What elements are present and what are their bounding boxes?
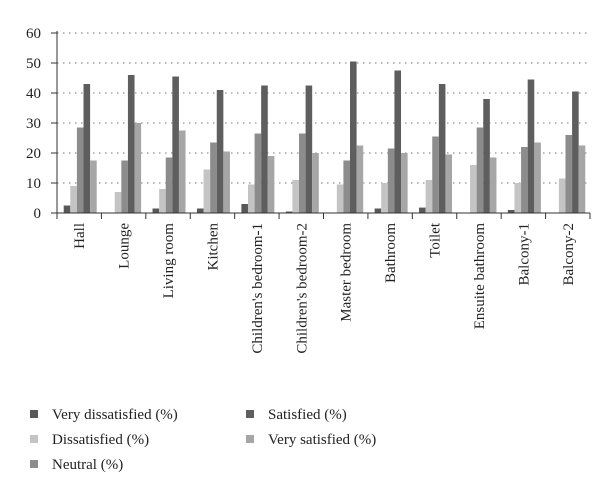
- bar: [572, 91, 579, 213]
- bar: [343, 160, 351, 213]
- category-label: Toilet: [428, 222, 444, 258]
- category-labels: Hall Lounge Living room Kitchen Children's b…: [72, 222, 577, 353]
- bar: [534, 142, 541, 213]
- bar: [247, 184, 255, 213]
- bar: [374, 208, 382, 213]
- legend-swatch: [246, 435, 254, 443]
- bar: [470, 165, 477, 213]
- bar: [476, 127, 484, 213]
- bar: [521, 147, 528, 213]
- bar: [159, 189, 166, 213]
- bar: [90, 160, 97, 213]
- bar: [292, 180, 299, 213]
- bar: [445, 154, 453, 213]
- bar: [127, 75, 135, 213]
- legend: Very dissatisfied (%) Dissatisfied (%) Neu…: [30, 407, 376, 473]
- bar: [241, 204, 248, 213]
- category-label: Lounge: [117, 223, 133, 269]
- bar: [387, 148, 395, 213]
- category-label: Master bedroom: [339, 223, 355, 322]
- bar: [578, 145, 586, 213]
- bar: [172, 76, 179, 213]
- bar: [336, 184, 344, 213]
- category-label: Balcony-1: [516, 223, 532, 285]
- bar: [121, 160, 128, 213]
- category-label: Hall: [72, 223, 88, 249]
- y-tick-label: 50: [26, 56, 41, 72]
- bar: [558, 178, 566, 213]
- legend-label: Neutral (%): [52, 457, 123, 473]
- bar: [489, 157, 497, 213]
- legend-label: Dissatisfied (%): [52, 432, 149, 448]
- category-label: Children's bedroom-2: [294, 223, 310, 354]
- legend-label: Very dissatisfied (%): [52, 407, 178, 423]
- legend-swatch: [30, 460, 38, 468]
- bar: [261, 85, 268, 213]
- category-label: Bathroom: [383, 223, 399, 283]
- axes: [51, 31, 591, 219]
- bars: [63, 61, 586, 213]
- bar: [114, 192, 122, 213]
- bar: [254, 133, 262, 213]
- bar: [381, 183, 388, 213]
- bar: [507, 210, 515, 213]
- bar: [152, 208, 160, 213]
- category-label: Children's bedroom-1: [250, 223, 266, 354]
- legend-label: Satisfied (%): [268, 407, 347, 423]
- bar: [419, 207, 426, 213]
- category-label: Kitchen: [205, 223, 221, 271]
- bar: [312, 153, 319, 213]
- bar: [356, 145, 364, 213]
- legend-label: Very satisfied (%): [268, 432, 376, 448]
- bar: [134, 123, 142, 213]
- bar: [223, 151, 230, 213]
- bar: [165, 157, 173, 213]
- bar: [350, 61, 357, 213]
- bar: [527, 79, 535, 213]
- bar: [178, 130, 186, 213]
- bar: [285, 211, 293, 213]
- bar: [305, 85, 313, 213]
- category-label: Living room: [161, 223, 177, 299]
- bar: [70, 186, 77, 213]
- y-tick-label: 40: [26, 86, 41, 102]
- bar: [432, 136, 439, 213]
- legend-swatch: [246, 410, 254, 418]
- bar: [76, 127, 84, 213]
- y-tick-label: 0: [34, 206, 42, 222]
- bar: [63, 205, 71, 213]
- bar: [267, 156, 275, 213]
- bar: [216, 90, 224, 213]
- bar: [401, 153, 408, 213]
- bar: [203, 169, 211, 213]
- bar: [394, 70, 402, 213]
- grid-lines: [57, 32, 590, 184]
- legend-swatch: [30, 410, 38, 418]
- bar: [483, 99, 490, 213]
- legend-swatch: [30, 435, 38, 443]
- y-tick-label: 30: [26, 116, 41, 132]
- y-tick-label: 60: [26, 26, 41, 42]
- bar: [298, 133, 306, 213]
- bar: [565, 135, 573, 213]
- bar: [210, 142, 217, 213]
- category-label: Balcony-2: [561, 223, 577, 285]
- bar: [425, 180, 433, 213]
- y-tick-labels: 0 10 20 30 40 50 60: [26, 26, 41, 222]
- bar: [514, 183, 522, 213]
- y-tick-label: 10: [26, 176, 41, 192]
- y-tick-label: 20: [26, 146, 41, 162]
- bar: [196, 208, 204, 213]
- bar: [438, 84, 446, 213]
- bar: [83, 84, 91, 213]
- category-label: Ensuite bathroom: [472, 223, 488, 330]
